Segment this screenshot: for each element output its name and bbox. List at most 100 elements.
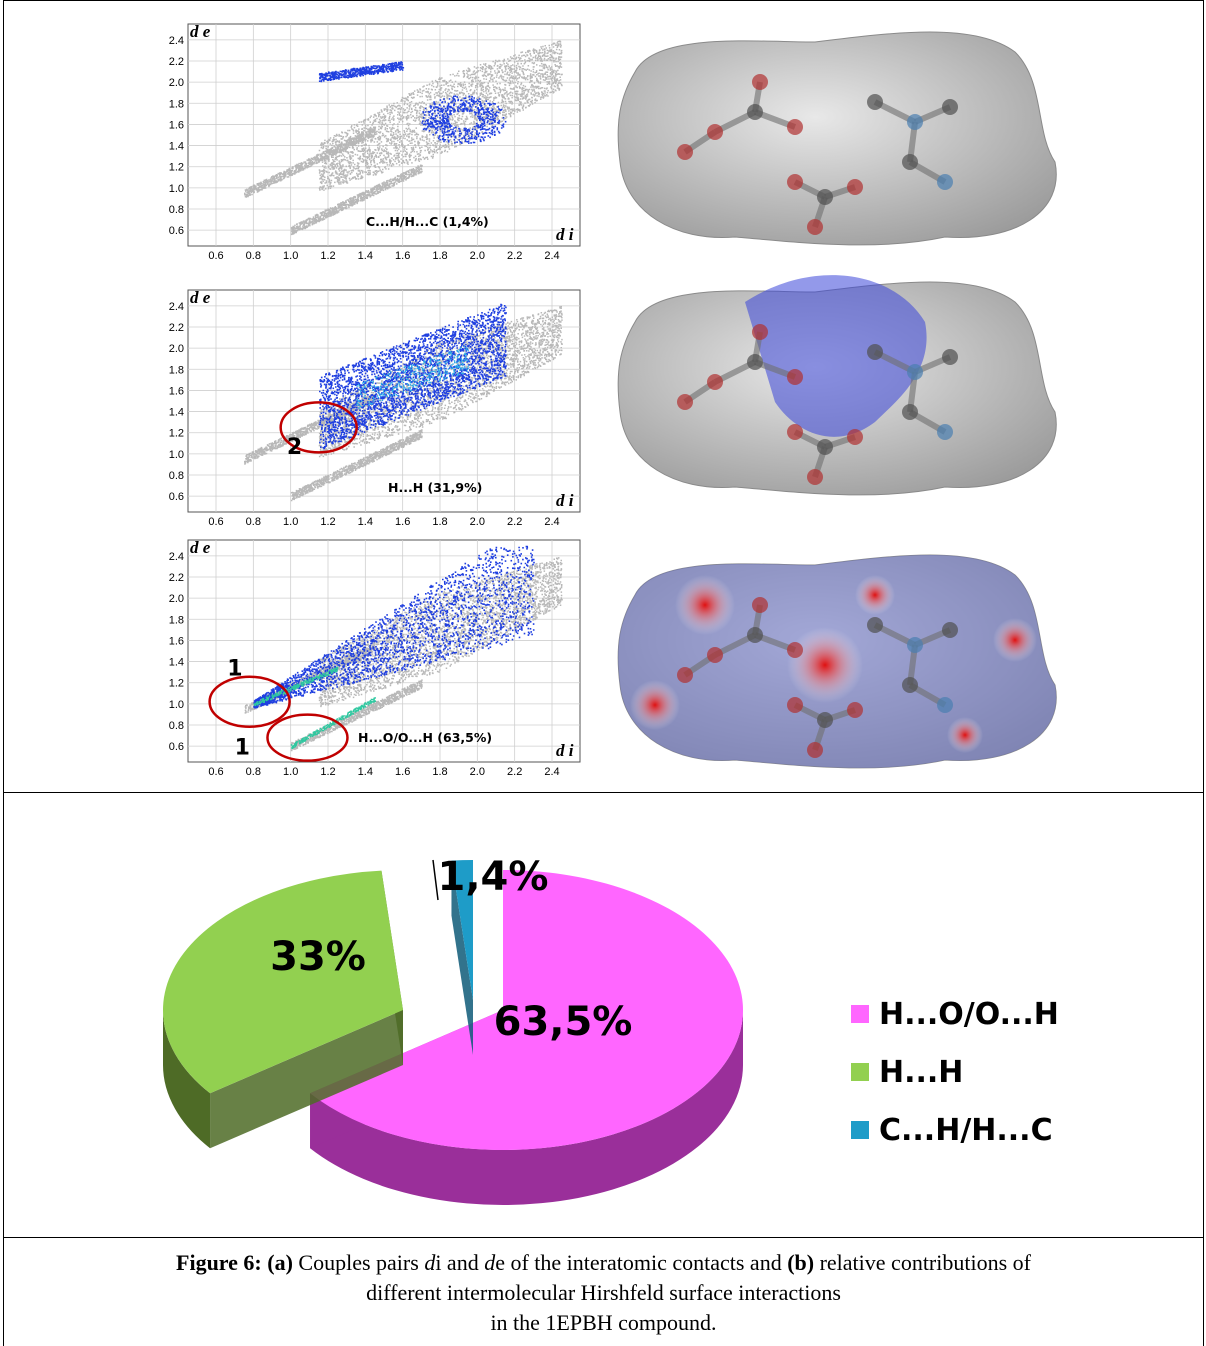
y-tick-label: 1.8: [169, 98, 184, 110]
pie-legend: H...O/O...H H...H C...H/H...C: [851, 985, 1059, 1159]
annotation-number: 1: [235, 736, 250, 761]
contact-label: C...H/H...C (1,4%): [366, 214, 489, 229]
x-tick-label: 0.8: [246, 250, 261, 262]
pie-slice-top: [310, 870, 743, 1150]
legend-swatch: [851, 1063, 869, 1081]
annotation-circle: [279, 401, 358, 454]
y-tick-label: 1.4: [169, 141, 184, 153]
y-tick-label: 1.0: [169, 449, 184, 461]
figure-caption: Figure 6: (a) Couples pairs di and de of…: [3, 1248, 1204, 1338]
x-tick-label: 0.6: [208, 516, 223, 528]
annotation-circle: [208, 675, 291, 728]
x-tick-label: 1.4: [358, 250, 373, 262]
caption-line-2: different intermolecular Hirshfeld surfa…: [366, 1280, 841, 1305]
y-tick-label: 1.0: [169, 183, 184, 195]
caption-di-d: d: [424, 1250, 436, 1275]
legend-label: C...H/H...C: [879, 1112, 1053, 1148]
x-tick-label: 0.8: [246, 766, 261, 778]
pie-slice-side: [163, 1010, 211, 1149]
surface-shape: [617, 31, 1057, 246]
x-tick-label: 1.8: [432, 766, 447, 778]
y-tick-label: 2.2: [169, 56, 184, 68]
scatter-panel-2: 2.4 2.2 2.0 1.8 1.6 1.4 1.2 1.0 0.8 0.6 0.6 0.8 1.0 1…: [138, 280, 584, 530]
y-tick-label: 0.6: [169, 225, 184, 237]
y-tick-label: 1.4: [169, 657, 184, 669]
scatter-cloud: [244, 545, 563, 752]
y-tick-label: 1.6: [169, 119, 184, 131]
y-axis-label: d e: [190, 22, 211, 41]
y-tick-label: 0.6: [169, 491, 184, 503]
x-tick-label: 2.4: [544, 516, 559, 528]
y-tick-label: 2.0: [169, 593, 184, 605]
x-tick-label: 1.6: [395, 766, 410, 778]
caption-text-1: Couples pairs: [292, 1250, 425, 1275]
x-tick-label: 1.8: [432, 516, 447, 528]
y-tick-label: 1.4: [169, 407, 184, 419]
y-tick-label: 1.0: [169, 699, 184, 711]
x-tick-label: 2.0: [470, 766, 485, 778]
border-caption: [3, 1237, 1204, 1238]
caption-fig-label: Figure 6:: [176, 1250, 262, 1275]
caption-a-label: (a): [267, 1250, 293, 1275]
contact-label: H...O/O...H (63,5%): [358, 730, 492, 745]
y-tick-label: 1.2: [169, 428, 184, 440]
caption-line-1: Figure 6: (a) Couples pairs di and de of…: [3, 1248, 1204, 1278]
hirshfeld-surface-1: [595, 12, 1075, 257]
annotation-circle: [266, 713, 349, 762]
legend-label: H...O/O...H: [879, 996, 1059, 1032]
x-tick-label: 1.6: [395, 516, 410, 528]
x-axis-label: d i: [556, 491, 574, 510]
legend-item: C...H/H...C: [851, 1101, 1059, 1159]
legend-item: H...O/O...H: [851, 985, 1059, 1043]
pie-slice-2: [163, 870, 403, 1149]
border-top: [3, 0, 1204, 1]
scatter-panel-3: 2.4 2.2 2.0 1.8 1.6 1.4 1.2 1.0 0.8 0.6 0.6 0.8 1.0 1…: [138, 530, 584, 780]
legend-swatch: [851, 1005, 869, 1023]
x-tick-label: 0.6: [208, 250, 223, 262]
x-tick-label: 1.0: [283, 250, 298, 262]
figure-frame: 2.4 2.2 2.0 1.8 1.6 1.4 1.2 1.0 0.8 0.6 0.6 0.8 1.0 1…: [3, 0, 1204, 1346]
border-left: [3, 0, 4, 1346]
x-tick-label: 1.4: [358, 516, 373, 528]
legend-item: H...H: [851, 1043, 1059, 1101]
pie-slice-top: [163, 870, 403, 1094]
leader-line: [432, 859, 439, 901]
y-tick-label: 0.8: [169, 204, 184, 216]
legend-label: H...H: [879, 1054, 964, 1090]
caption-b-label: (b): [787, 1250, 815, 1275]
y-tick-label: 2.0: [169, 77, 184, 89]
y-axis-label: d e: [190, 288, 211, 307]
x-tick-label: 1.2: [320, 766, 335, 778]
y-tick-label: 1.2: [169, 162, 184, 174]
y-tick-label: 1.6: [169, 635, 184, 647]
y-tick-label: 1.6: [169, 385, 184, 397]
x-tick-label: 0.8: [246, 516, 261, 528]
contact-label: H...H (31,9%): [388, 480, 482, 495]
pie-data-label: 1,4%: [438, 854, 549, 900]
caption-di-i: i and: [435, 1250, 485, 1275]
caption-text-2: relative contributions of: [814, 1250, 1031, 1275]
x-tick-label: 1.2: [320, 516, 335, 528]
x-tick-label: 2.4: [544, 250, 559, 262]
x-axis-label: d i: [556, 225, 574, 244]
x-tick-label: 1.6: [395, 250, 410, 262]
caption-de-e: e of the interatomic contacts and: [495, 1250, 788, 1275]
y-tick-label: 1.8: [169, 364, 184, 376]
hirshfeld-surface-2: [595, 262, 1075, 507]
x-tick-label: 2.4: [544, 766, 559, 778]
x-tick-label: 2.2: [507, 766, 522, 778]
pie-slice-side: [310, 1010, 743, 1205]
y-tick-label: 2.4: [169, 35, 184, 47]
y-tick-label: 1.8: [169, 614, 184, 626]
scatter-panel-1: 2.4 2.2 2.0 1.8 1.6 1.4 1.2 1.0 0.8 0.6 0.6 0.8 1.0 1…: [138, 14, 584, 264]
hirshfeld-surface-3: [595, 535, 1075, 780]
pie-slice-1: [310, 870, 743, 1205]
border-mid: [3, 792, 1204, 793]
border-right: [1203, 0, 1204, 1346]
x-tick-label: 0.6: [208, 766, 223, 778]
x-tick-label: 2.2: [507, 250, 522, 262]
x-tick-label: 1.4: [358, 766, 373, 778]
x-tick-label: 1.8: [432, 250, 447, 262]
pie-chart: 63,5% 33% 1,4%: [133, 830, 833, 1210]
y-tick-label: 2.2: [169, 322, 184, 334]
